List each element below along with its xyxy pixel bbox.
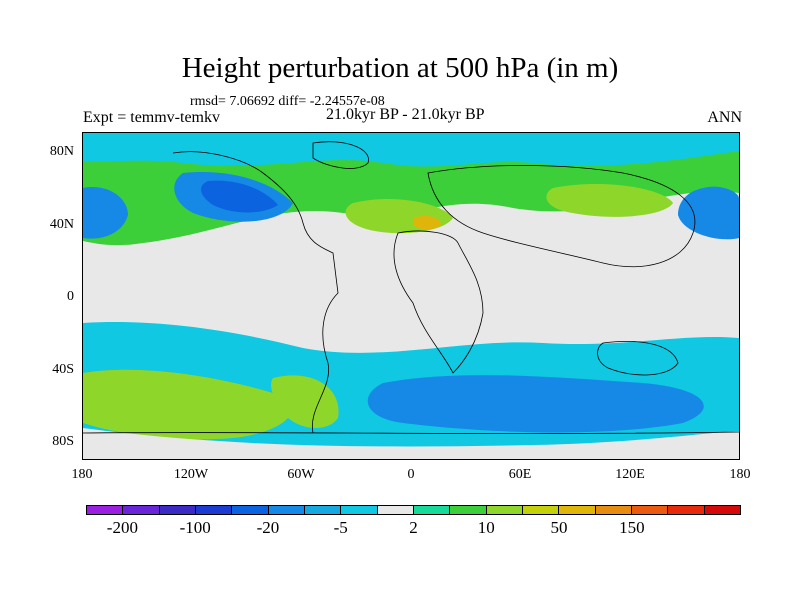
lon-label-60e: 60E bbox=[508, 467, 532, 482]
map-panel bbox=[82, 132, 740, 460]
season-label: ANN bbox=[707, 109, 742, 126]
colorbar-segment bbox=[304, 506, 342, 514]
coastlines bbox=[83, 141, 739, 435]
lon-label-180w: 180 bbox=[71, 467, 93, 482]
lat-label-40n: 40N bbox=[49, 217, 74, 232]
map-canvas bbox=[83, 133, 739, 459]
colorbar-label: 50 bbox=[550, 518, 568, 537]
lat-label-80n: 80N bbox=[49, 144, 74, 159]
coast-eurasia bbox=[427, 165, 696, 268]
colorbar-segment bbox=[123, 506, 160, 514]
colorbar-segment bbox=[159, 506, 196, 514]
colorbar-segment bbox=[341, 506, 378, 514]
colorbar-segment bbox=[268, 506, 305, 514]
lon-label-180e: 180 bbox=[729, 467, 751, 482]
coast-antarctica bbox=[83, 431, 739, 435]
lat-label-40s: 40S bbox=[52, 362, 74, 377]
coast-africa bbox=[393, 230, 484, 374]
anomaly-blue-npacific-west bbox=[83, 187, 128, 239]
stats-text: rmsd= 7.06692 diff= -2.24557e-08 bbox=[190, 94, 385, 109]
colorbar-segment bbox=[559, 506, 596, 514]
lon-label-60w: 60W bbox=[287, 467, 315, 482]
band-cyan-arctic bbox=[83, 133, 739, 167]
coast-australia bbox=[597, 341, 679, 376]
lat-label-80s: 80S bbox=[52, 434, 74, 449]
anomaly-deepblue-namerica bbox=[201, 180, 278, 213]
anomaly-lime-argentina bbox=[271, 375, 339, 429]
coast-greenland bbox=[312, 141, 369, 169]
anomaly-lime-asia bbox=[546, 183, 673, 217]
anomaly-orange-atlantic bbox=[413, 215, 441, 230]
colorbar-label: 150 bbox=[619, 518, 645, 537]
colorbar-segment bbox=[377, 506, 414, 514]
lat-label-0: 0 bbox=[67, 289, 74, 304]
colorbar-segment bbox=[595, 506, 632, 514]
lon-label-0: 0 bbox=[407, 467, 415, 482]
colorbar-segment bbox=[668, 506, 705, 514]
colorbar-segment bbox=[704, 506, 740, 514]
anomaly-lime-spacific bbox=[83, 369, 292, 440]
period-label: 21.0kyr BP - 21.0kyr BP bbox=[326, 106, 485, 123]
antarctica-gray bbox=[83, 428, 739, 459]
colorbar-segment bbox=[195, 506, 233, 514]
plot-title: Height perturbation at 500 hPa (in m) bbox=[181, 52, 619, 84]
colorbar-segment bbox=[413, 506, 451, 514]
coast-americas bbox=[172, 151, 339, 434]
colorbar-segment bbox=[87, 506, 124, 514]
colorbar-label: -100 bbox=[179, 518, 211, 537]
anomaly-blue-southern bbox=[367, 375, 704, 433]
colorbar-segment bbox=[486, 506, 523, 514]
colorbar-label: -200 bbox=[106, 518, 138, 537]
anomaly-blue-npacific-east bbox=[678, 186, 739, 240]
colorbar-label: 2 bbox=[409, 518, 418, 537]
colorbar bbox=[86, 505, 741, 515]
colorbar-segment bbox=[450, 506, 487, 514]
colorbar-segment bbox=[522, 506, 560, 514]
colorbar-label: -20 bbox=[256, 518, 280, 537]
experiment-label: Expt = temmv-temkv bbox=[83, 109, 220, 126]
lon-label-120w: 120W bbox=[173, 467, 209, 482]
colorbar-segment bbox=[631, 506, 669, 514]
colorbar-segment bbox=[232, 506, 269, 514]
lon-label-120e: 120E bbox=[615, 467, 645, 482]
colorbar-label: 10 bbox=[477, 518, 495, 537]
colorbar-label: -5 bbox=[333, 518, 348, 537]
